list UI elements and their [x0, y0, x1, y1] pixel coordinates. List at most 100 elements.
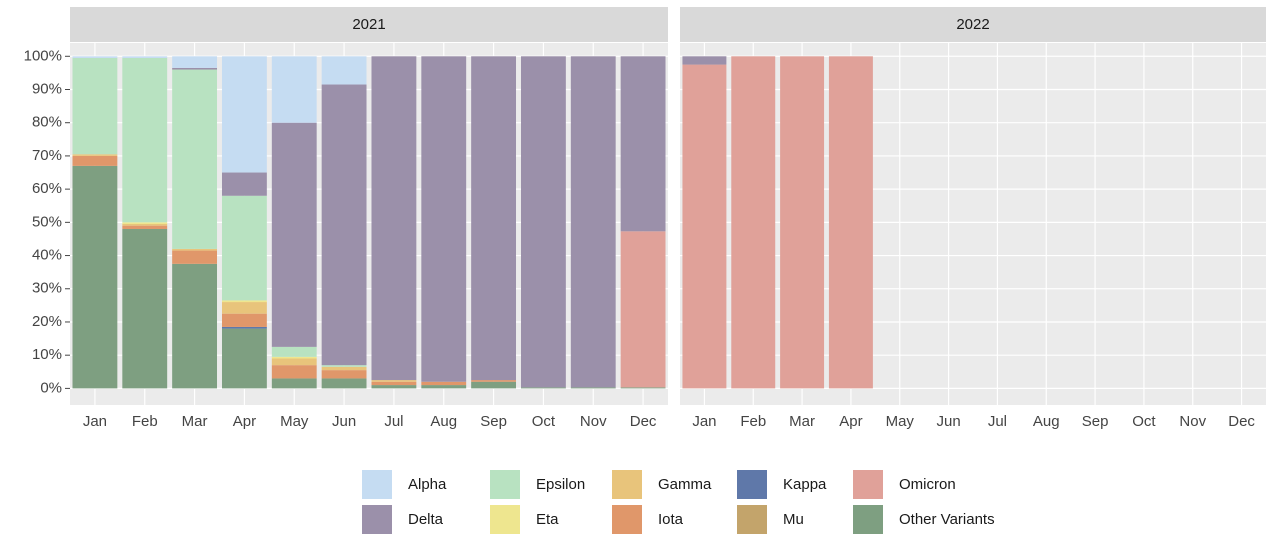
x-tick-label: Nov — [580, 413, 607, 430]
legend-key — [362, 470, 392, 499]
bar-segment — [731, 56, 776, 389]
y-tick-label: 70% — [32, 147, 62, 164]
x-tick-label: Feb — [740, 413, 766, 430]
bar-segment — [122, 225, 168, 229]
y-tick-label: 80% — [32, 114, 62, 131]
legend-key — [612, 505, 642, 534]
bar-segment — [321, 370, 367, 379]
bar-segment — [72, 165, 118, 389]
bar-segment — [221, 302, 267, 314]
x-tick-label: Jun — [936, 413, 960, 430]
bar-segment — [72, 154, 118, 156]
legend-key — [853, 470, 883, 499]
legend-key — [612, 470, 642, 499]
bar-segment — [620, 231, 666, 388]
bar-segment — [122, 56, 168, 58]
bar-segment — [520, 387, 566, 389]
x-tick-label: Jun — [332, 413, 356, 430]
bar-segment — [72, 57, 118, 155]
plot-background — [70, 43, 668, 405]
x-tick-label: Apr — [233, 413, 256, 430]
y-tick-label: 60% — [32, 180, 62, 197]
bar-segment — [271, 365, 317, 379]
bar-segment — [421, 381, 467, 386]
bar-segment — [321, 365, 367, 367]
bar-segment — [221, 172, 267, 196]
legend-key — [490, 505, 520, 534]
legend-label: Alpha — [408, 476, 447, 493]
x-tick-label: Apr — [839, 413, 862, 430]
y-tick-label: 20% — [32, 313, 62, 330]
bar-segment — [72, 155, 118, 166]
bar-segment — [620, 387, 666, 389]
x-tick-label: Aug — [1033, 413, 1060, 430]
strip-background — [680, 7, 1266, 42]
bar-segment — [221, 326, 267, 329]
y-tick-label: 90% — [32, 80, 62, 97]
x-tick-label: Jan — [692, 413, 716, 430]
bar-segment — [421, 385, 467, 389]
bar-segment — [780, 56, 825, 389]
x-tick-label: Sep — [1082, 413, 1109, 430]
bar-segment — [828, 56, 873, 389]
bar-segment — [122, 222, 168, 224]
bar-segment — [172, 248, 218, 251]
bar-segment — [371, 380, 417, 382]
x-tick-label: Dec — [630, 413, 657, 430]
bar-segment — [221, 300, 267, 303]
bar-segment — [271, 122, 317, 347]
bar-segment — [471, 56, 517, 381]
legend-label: Omicron — [899, 476, 956, 493]
y-tick-label: 40% — [32, 247, 62, 264]
legend-key — [362, 505, 392, 534]
panel-title: 2021 — [352, 16, 385, 33]
bar-segment — [271, 358, 317, 366]
x-tick-label: May — [886, 413, 915, 430]
legend-label: Other Variants — [899, 511, 995, 528]
bar-segment — [172, 250, 218, 264]
bar-segment — [321, 366, 367, 371]
bar-segment — [221, 328, 267, 389]
bar-segment — [371, 56, 417, 381]
bar-segment — [321, 56, 367, 85]
legend-label: Gamma — [658, 476, 712, 493]
bar-segment — [172, 56, 218, 68]
bar-segment — [371, 381, 417, 386]
bar-segment — [321, 84, 367, 366]
x-tick-label: Oct — [1132, 413, 1156, 430]
bar-segment — [271, 346, 317, 357]
x-tick-label: Jan — [83, 413, 107, 430]
legend-label: Iota — [658, 511, 684, 528]
bar-segment — [371, 385, 417, 389]
x-tick-label: May — [280, 413, 309, 430]
y-tick-label: 50% — [32, 213, 62, 230]
bar-segment — [321, 378, 367, 389]
strip-background — [70, 7, 668, 42]
x-tick-label: Sep — [480, 413, 507, 430]
bar-segment — [682, 56, 727, 65]
x-tick-label: Jul — [384, 413, 403, 430]
x-tick-label: Feb — [132, 413, 158, 430]
bar-segment — [471, 381, 517, 389]
legend-key — [853, 505, 883, 534]
y-tick-label: 100% — [24, 47, 62, 64]
bar-segment — [471, 380, 517, 382]
bar-segment — [271, 378, 317, 389]
bar-segment — [520, 56, 566, 388]
x-tick-label: Nov — [1179, 413, 1206, 430]
legend-label: Delta — [408, 511, 444, 528]
x-tick-label: Oct — [532, 413, 556, 430]
bar-segment — [421, 56, 467, 382]
bar-segment — [122, 57, 168, 223]
y-tick-label: 0% — [40, 379, 62, 396]
bar-segment — [221, 195, 267, 301]
bar-segment — [271, 356, 317, 359]
bar-segment — [172, 67, 218, 70]
plot-background — [680, 43, 1266, 405]
x-tick-label: Aug — [430, 413, 457, 430]
bar-segment — [570, 387, 616, 389]
x-tick-label: Dec — [1228, 413, 1255, 430]
x-tick-label: Mar — [789, 413, 815, 430]
bar-segment — [172, 263, 218, 389]
